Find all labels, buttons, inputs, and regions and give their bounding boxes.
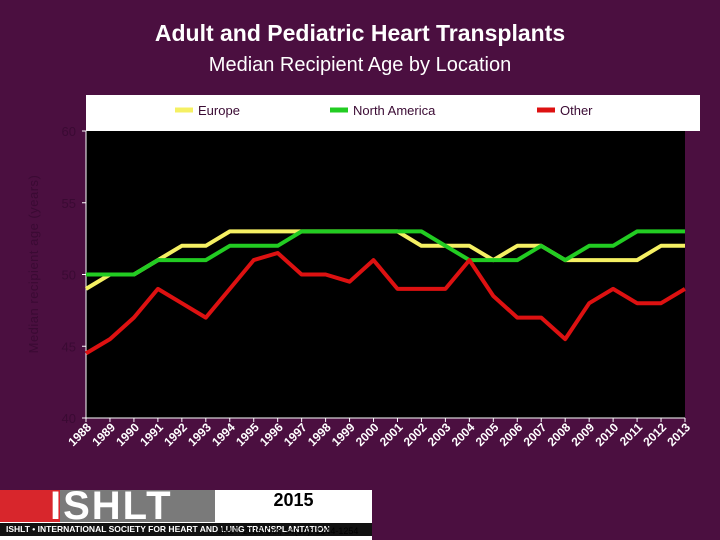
logo-red-block — [0, 490, 60, 522]
logo-letters: ISHLT — [50, 484, 173, 528]
x-tick-label: 1992 — [161, 420, 190, 449]
series-line-north-america — [86, 229, 685, 277]
y-axis: 40 45 50 55 60 — [62, 124, 86, 426]
x-tick-label: 2000 — [353, 420, 382, 449]
x-tick-label: 1998 — [305, 420, 334, 449]
y-tick-label: 50 — [62, 268, 76, 283]
x-tick-label: 2012 — [640, 420, 669, 449]
x-tick-label: 1999 — [329, 420, 358, 449]
x-tick-label: 1993 — [185, 420, 214, 449]
chart-title: Adult and Pediatric Heart Transplants — [154, 20, 566, 46]
x-tick-label: 2007 — [521, 420, 550, 449]
x-tick-label: 2009 — [568, 420, 597, 449]
x-tick-label: 1994 — [209, 420, 238, 449]
x-tick-label: 1990 — [113, 420, 142, 449]
x-tick-label: 1989 — [89, 420, 118, 449]
x-tick-label: 2004 — [449, 420, 478, 449]
x-axis: 1988198919901991199219931994199519961997… — [65, 418, 693, 449]
logo-tagline: ISHLT • INTERNATIONAL SOCIETY FOR HEART … — [0, 523, 372, 536]
legend: Europe North America Other — [175, 103, 593, 118]
y-axis-label: Median recipient age (years) — [26, 175, 41, 354]
chart-panel — [86, 95, 700, 131]
x-tick-label: 2001 — [377, 420, 406, 449]
ishlt-logo: ISHLT ISHLT • INTERNATIONAL SOCIETY FOR … — [0, 484, 372, 540]
y-tick-label: 60 — [62, 124, 76, 139]
legend-label-1: North America — [353, 103, 436, 118]
x-tick-label: 1995 — [233, 420, 262, 449]
x-tick-label: 1991 — [137, 420, 166, 449]
publication-year: 2015 — [273, 490, 314, 510]
series-line-other — [84, 251, 687, 356]
y-tick-label: 55 — [62, 196, 76, 211]
x-tick-label: 2008 — [545, 420, 574, 449]
x-tick-label: 2006 — [497, 420, 526, 449]
legend-label-2: Other — [560, 103, 593, 118]
x-tick-label: 1997 — [281, 420, 310, 449]
citation: JHLT. 2015 Oct; 34(10): 1244-1254 — [218, 526, 359, 536]
x-tick-label: 2010 — [592, 420, 621, 449]
x-tick-label: 2005 — [473, 420, 502, 449]
x-tick-label: 2011 — [617, 420, 646, 449]
x-tick-label: 2003 — [425, 420, 454, 449]
x-tick-label: 1996 — [257, 420, 286, 449]
legend-label-0: Europe — [198, 103, 240, 118]
y-tick-label: 40 — [62, 411, 76, 426]
series-lines — [84, 229, 687, 356]
x-tick-label: 2013 — [664, 420, 693, 449]
x-tick-label: 2002 — [401, 420, 430, 449]
footer: ISHLT ISHLT • INTERNATIONAL SOCIETY FOR … — [0, 484, 720, 540]
chart-subtitle: Median Recipient Age by Location — [208, 54, 512, 76]
logo-grey-block — [60, 490, 215, 522]
line-chart: Europe North America Other 40 45 50 55 60 1988… — [26, 95, 700, 449]
y-tick-label: 45 — [62, 339, 76, 354]
